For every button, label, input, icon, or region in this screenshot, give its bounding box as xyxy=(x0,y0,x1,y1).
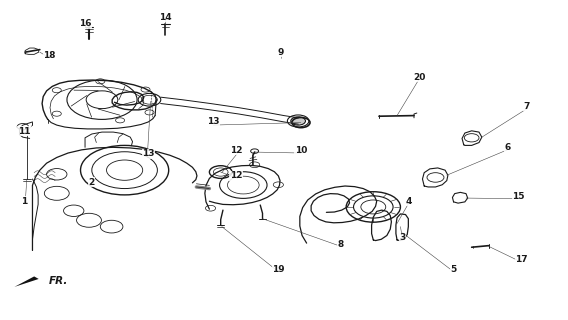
Text: 19: 19 xyxy=(272,265,285,274)
Text: 2: 2 xyxy=(89,178,95,187)
Text: 1: 1 xyxy=(21,197,27,206)
Text: 14: 14 xyxy=(159,13,172,22)
Text: 4: 4 xyxy=(405,197,412,206)
Text: 9: 9 xyxy=(278,48,285,57)
Text: 17: 17 xyxy=(515,255,528,264)
Text: 3: 3 xyxy=(399,233,406,242)
Text: 11: 11 xyxy=(18,127,30,136)
Text: 15: 15 xyxy=(512,192,525,201)
Text: 13: 13 xyxy=(207,117,220,126)
Text: 20: 20 xyxy=(414,73,426,82)
Text: FR.: FR. xyxy=(48,276,68,286)
Text: 10: 10 xyxy=(295,146,307,155)
Text: 7: 7 xyxy=(524,101,531,111)
Text: 5: 5 xyxy=(450,265,457,274)
Text: 12: 12 xyxy=(229,172,242,180)
Text: 18: 18 xyxy=(43,51,56,60)
Circle shape xyxy=(291,117,306,125)
Text: 16: 16 xyxy=(79,19,91,28)
Text: 13: 13 xyxy=(142,149,154,158)
Text: 12: 12 xyxy=(229,146,242,155)
Text: 8: 8 xyxy=(337,240,344,249)
Text: 6: 6 xyxy=(504,143,511,152)
Polygon shape xyxy=(14,276,39,287)
